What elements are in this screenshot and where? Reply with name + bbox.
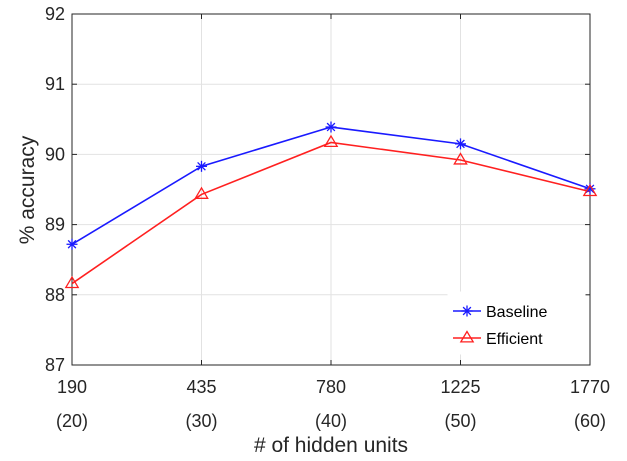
y-axis-label: % accuracy	[16, 135, 39, 244]
baseline-point	[455, 138, 466, 150]
legend-efficient-marker	[459, 330, 475, 343]
x-axis-ticks: 190 (20) 435 (30) 780 (40) 1225 (50) 1770 (60)	[56, 14, 610, 431]
x-tick-label: 190	[57, 377, 87, 397]
series-line-efficient	[71, 141, 591, 285]
legend-baseline-label: Baseline	[486, 304, 547, 321]
legend-baseline-marker	[461, 305, 473, 317]
baseline-point	[325, 121, 337, 133]
efficient-point	[323, 134, 339, 148]
x-tick-sublabel: (30)	[185, 411, 217, 431]
y-tick-label: 90	[45, 144, 65, 164]
legend-efficient-label: Efficient	[486, 331, 543, 348]
baseline-point	[66, 238, 78, 250]
series-group	[64, 121, 598, 289]
y-tick-label: 88	[45, 285, 65, 305]
x-tick-sublabel: (60)	[574, 411, 606, 431]
x-tick-label: 1225	[440, 377, 480, 397]
x-tick-label: 1770	[570, 377, 610, 397]
x-tick-sublabel: (40)	[315, 411, 347, 431]
efficient-point	[64, 275, 80, 289]
y-tick-label: 91	[45, 74, 65, 94]
baseline-point	[196, 160, 207, 172]
y-tick-label: 89	[45, 215, 65, 235]
y-tick-label: 87	[45, 355, 65, 375]
efficient-point	[582, 183, 598, 197]
x-tick-sublabel: (20)	[56, 411, 88, 431]
efficient-point	[453, 152, 468, 165]
x-tick-sublabel: (50)	[444, 411, 476, 431]
legend-triangle-icon	[459, 330, 475, 343]
legend-asterisk-icon	[461, 305, 473, 317]
x-axis-label: # of hidden units	[254, 434, 408, 457]
legend-box	[447, 291, 586, 355]
x-tick-label: 780	[316, 377, 346, 397]
efficient-point	[194, 186, 209, 199]
y-axis-ticks: 87 88 89 90 91 92	[45, 4, 590, 375]
legend: Baseline Efficient	[447, 291, 586, 355]
x-tick-label: 435	[186, 377, 216, 397]
y-tick-label: 92	[45, 4, 65, 24]
